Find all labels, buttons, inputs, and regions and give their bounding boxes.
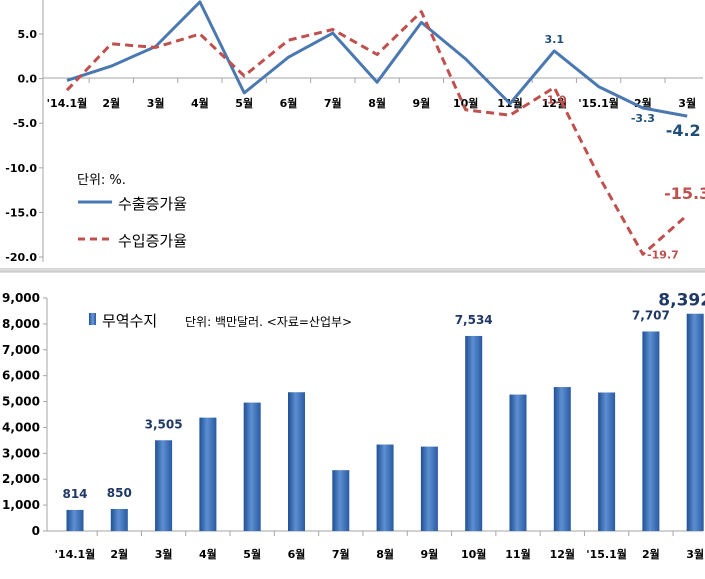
- line-chart: 5.0 0.0 -5.0 -10.0 -15.0 -20.0 '14.1월 2월 3월 4월 5월…: [5, 0, 705, 264]
- line-chart-data-label: -15.3: [664, 184, 705, 203]
- bar-chart-data-label: 850: [107, 486, 132, 500]
- trade-balance-bar: [111, 509, 128, 531]
- bar-chart: 0 1,000 2,000 3,000 4,000 5,000 6,000 7,000 8,00…: [2, 291, 705, 561]
- bar-chart-x-tick-label: '15.1월: [586, 547, 627, 561]
- bar-chart-y-ticks: 0 1,000 2,000 3,000 4,000 5,000 6,000 7,000 8,00…: [2, 291, 47, 538]
- bar-chart-data-label: 8,392: [658, 291, 705, 311]
- line-chart-y-tick-label: 5.0: [18, 28, 38, 41]
- bar-chart-x-tick-label: 9월: [421, 547, 439, 561]
- line-chart-data-label: -3.3: [631, 112, 655, 125]
- trade-balance-bar: [554, 387, 571, 531]
- trade-balance-bar: [642, 331, 659, 531]
- bar-chart-y-tick-label: 4,000: [2, 420, 40, 434]
- bar-chart-x-tick-label: 4월: [199, 547, 217, 561]
- bar-chart-x-tick-label: 5월: [243, 547, 261, 561]
- bar-chart-x-tick-label: 2월: [110, 547, 128, 561]
- trade-balance-bar: [598, 392, 615, 531]
- line-chart-data-label: 3.1: [545, 33, 565, 46]
- line-chart-data-label: -1.0: [542, 94, 566, 107]
- bar-chart-x-tick-label: 8월: [376, 547, 394, 561]
- bar-chart-legend: 무역수지 단위: 백만달러. <자료=산업부>: [89, 312, 352, 330]
- bar-chart-x-tick-label: 12월: [550, 547, 575, 561]
- bar-chart-data-label: 7,534: [455, 313, 493, 327]
- bar-chart-x-tick-label: 2월: [642, 547, 660, 561]
- trade-balance-bar: [155, 440, 172, 531]
- line-chart-x-tick-label: 2월: [102, 96, 120, 110]
- bar-chart-y-tick-label: 7,000: [2, 343, 40, 357]
- bar-chart-x-tick-label: 3월: [686, 547, 704, 561]
- line-chart-x-tick-label: 5월: [235, 96, 253, 110]
- bar-chart-unit-note: 단위: 백만달러. <자료=산업부>: [185, 315, 352, 329]
- trade-balance-bar: [377, 445, 394, 531]
- line-chart-y-tick-label: -15.0: [5, 206, 37, 219]
- bar-chart-y-tick-label: 1,000: [2, 498, 40, 512]
- line-chart-x-tick-label: 4월: [191, 96, 209, 110]
- chart-divider: [0, 268, 705, 272]
- trade-balance-bar: [67, 510, 84, 531]
- line-chart-data-label: -19.7: [647, 248, 679, 261]
- bar-chart-data-label: 814: [62, 487, 87, 501]
- bar-chart-y-tick-label: 8,000: [2, 317, 40, 331]
- bar-chart-y-tick-label: 3,000: [2, 446, 40, 460]
- line-chart-x-tick-label: 6월: [280, 96, 298, 110]
- line-chart-x-tick-label: 9월: [413, 96, 431, 110]
- legend-label-export: 수출증가율: [118, 195, 187, 213]
- legend-label-import: 수입증가율: [118, 232, 187, 250]
- line-chart-series: [67, 2, 687, 255]
- bar-chart-y-tick-label: 0: [32, 524, 40, 538]
- trade-balance-bar: [199, 418, 216, 531]
- bar-chart-data-label: 3,505: [145, 417, 183, 431]
- line-chart-x-tick-label: 3월: [147, 96, 165, 110]
- bar-chart-y-tick-label: 6,000: [2, 369, 40, 383]
- legend-swatch-trade-balance: [89, 313, 96, 325]
- bar-chart-x-tick-label: 6월: [288, 547, 306, 561]
- line-chart-data-label: -4.2: [666, 121, 701, 140]
- line-chart-y-ticks: 5.0 0.0 -5.0 -10.0 -15.0 -20.0: [5, 28, 43, 264]
- bar-chart-x-tick-label: 3월: [155, 547, 173, 561]
- trade-balance-bar: [244, 403, 261, 531]
- bar-chart-x-tick-label: 7월: [332, 547, 350, 561]
- trade-balance-bar: [332, 470, 349, 531]
- bar-chart-x-tick-label: '14.1월: [55, 547, 96, 561]
- line-chart-annotations: 3.1 -3.3 -4.2 -1.0 -19.7 -15.3: [542, 33, 705, 261]
- line-chart-x-tick-label: 8월: [368, 96, 386, 110]
- line-chart-x-tick-label: '14.1월: [47, 96, 88, 110]
- trade-balance-bar: [288, 392, 305, 531]
- import-growth-line: [67, 12, 687, 255]
- line-chart-y-tick-label: 0.0: [18, 73, 38, 86]
- trade-balance-bar: [510, 395, 527, 531]
- bar-chart-x-tick-label: 11월: [505, 547, 530, 561]
- bar-chart-y-tick-label: 2,000: [2, 472, 40, 486]
- line-chart-y-tick-label: -5.0: [13, 117, 37, 130]
- bar-chart-x-ticks: '14.1월 2월 3월 4월 5월 6월 7월 8월 9월 10월 11월 12월 '15.1월 2월 3…: [55, 531, 705, 561]
- bar-chart-x-tick-label: 10월: [461, 547, 486, 561]
- line-chart-x-tick-label: 3월: [678, 96, 696, 110]
- bar-chart-y-tick-label: 5,000: [2, 395, 40, 409]
- line-chart-legend: 단위: %. 수출증가율 수입증가율: [77, 173, 187, 250]
- legend-label-trade-balance: 무역수지: [102, 312, 157, 330]
- line-chart-unit-label: 단위: %.: [77, 173, 126, 188]
- trade-balance-bar: [687, 314, 704, 531]
- bar-chart-y-tick-label: 9,000: [2, 291, 40, 305]
- line-chart-y-tick-label: -10.0: [5, 162, 37, 175]
- trade-balance-bar: [465, 336, 482, 531]
- line-chart-x-tick-label: '15.1월: [578, 96, 619, 110]
- line-chart-x-tick-label: 7월: [324, 96, 342, 110]
- trade-balance-bar: [421, 447, 438, 531]
- line-chart-y-tick-label: -20.0: [5, 251, 37, 264]
